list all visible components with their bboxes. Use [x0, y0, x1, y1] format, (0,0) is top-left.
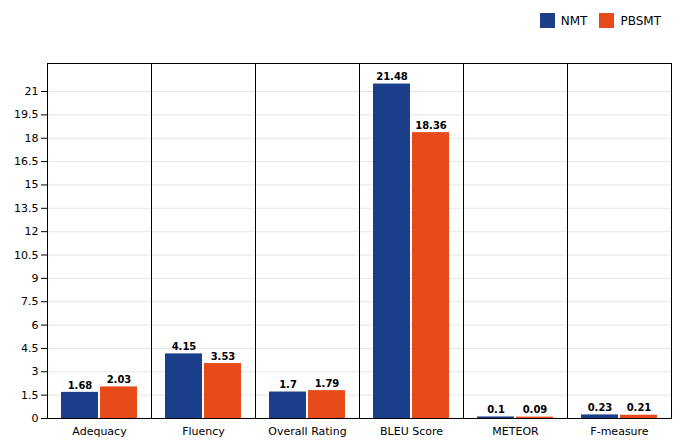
- svg-text:Fluency: Fluency: [182, 425, 225, 438]
- svg-text:0.1: 0.1: [487, 404, 505, 415]
- svg-text:3.53: 3.53: [211, 351, 236, 362]
- svg-text:16.5: 16.5: [14, 155, 39, 168]
- svg-text:0: 0: [32, 412, 39, 425]
- svg-text:BLEU Score: BLEU Score: [380, 425, 443, 438]
- svg-text:METEOR: METEOR: [492, 425, 539, 438]
- svg-text:1.5: 1.5: [21, 389, 39, 402]
- svg-text:Adequacy: Adequacy: [72, 425, 127, 438]
- svg-text:18.36: 18.36: [415, 120, 447, 131]
- svg-text:6: 6: [32, 319, 39, 332]
- svg-text:F-measure: F-measure: [590, 425, 649, 438]
- svg-text:4.15: 4.15: [172, 341, 197, 352]
- svg-text:7.5: 7.5: [21, 295, 39, 308]
- svg-text:19.5: 19.5: [14, 108, 39, 121]
- svg-text:2.03: 2.03: [107, 374, 132, 385]
- svg-text:18: 18: [25, 132, 39, 145]
- html-text:NMT: NMT: [560, 13, 588, 28]
- svg-text:1.7: 1.7: [279, 379, 297, 390]
- svg-text:9: 9: [32, 272, 39, 285]
- html-text:PBSMT: PBSMT: [620, 13, 661, 28]
- svg-text:1.79: 1.79: [315, 378, 340, 389]
- svg-text:10.5: 10.5: [14, 249, 39, 262]
- svg-text:0.09: 0.09: [523, 404, 548, 415]
- svg-text:12: 12: [25, 225, 39, 238]
- svg-text:0.23: 0.23: [588, 402, 613, 413]
- svg-text:21: 21: [25, 85, 39, 98]
- svg-text:4.5: 4.5: [21, 342, 39, 355]
- svg-text:13.5: 13.5: [14, 202, 39, 215]
- svg-text:1.68: 1.68: [68, 380, 93, 391]
- svg-text:15: 15: [25, 178, 39, 191]
- svg-text:3: 3: [32, 365, 39, 378]
- svg-text:Overall Rating: Overall Rating: [268, 425, 346, 438]
- svg-text:0.21: 0.21: [627, 402, 652, 413]
- svg-text:21.48: 21.48: [376, 71, 408, 82]
